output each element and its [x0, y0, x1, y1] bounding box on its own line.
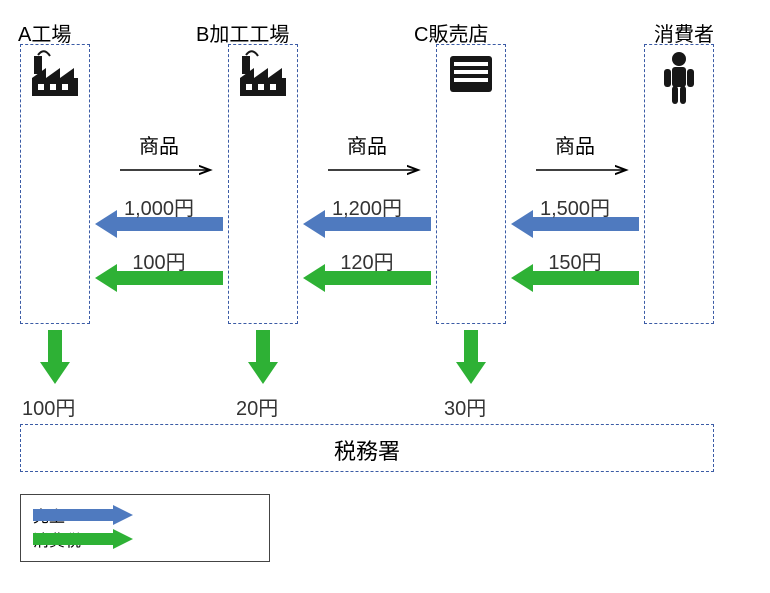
tax-payment-c: 30円: [444, 392, 486, 421]
tax-payment-b: 20円: [236, 392, 278, 421]
sale-amount-0: 1,000円: [109, 192, 209, 221]
diagram-stage: { "canvas":{"width":770,"height":593,"ba…: [0, 0, 770, 593]
legend-arrow-tax-icon: [33, 529, 133, 549]
product-label-1: 商品: [327, 130, 407, 159]
sale-amount-2: 1,500円: [525, 192, 625, 221]
tax-payment-a: 100円: [22, 392, 75, 421]
legend-row-tax: 消費税: [33, 527, 257, 551]
tax-office-label: 税務署: [20, 434, 714, 466]
legend-arrow-sales-icon: [33, 505, 133, 525]
tax-amount-2: 150円: [525, 246, 625, 275]
tax-amount-0: 100円: [109, 246, 209, 275]
sale-amount-1: 1,200円: [317, 192, 417, 221]
legend-box: 売上 消費税: [20, 494, 270, 562]
legend-row-sales: 売上: [33, 503, 257, 527]
product-label-0: 商品: [119, 130, 199, 159]
product-label-2: 商品: [535, 130, 615, 159]
tax-amount-1: 120円: [317, 246, 417, 275]
